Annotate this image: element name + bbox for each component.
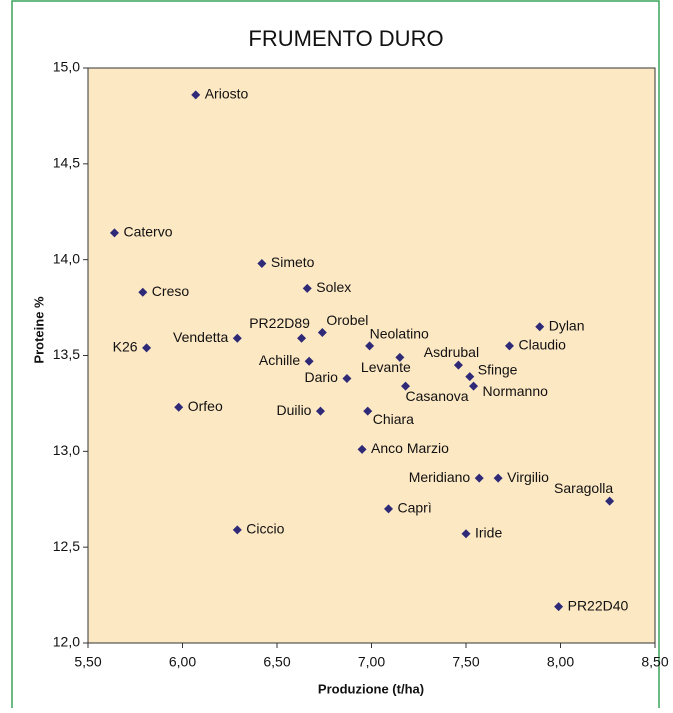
point-label: Anco Marzio xyxy=(371,440,449,456)
point-label: Ciccio xyxy=(246,521,284,537)
y-tick-label: 13,5 xyxy=(53,346,80,362)
x-tick-label: 5,50 xyxy=(74,654,101,670)
point xyxy=(474,473,484,483)
plot-area xyxy=(87,67,656,644)
point xyxy=(315,406,325,416)
chart-title: FRUMENTO DURO xyxy=(248,26,443,51)
point xyxy=(232,525,242,535)
point-label: PR22D40 xyxy=(568,597,629,613)
point-label: Dylan xyxy=(549,317,585,333)
point-label: Iride xyxy=(475,524,502,540)
point xyxy=(109,228,119,238)
point-label: Caprì xyxy=(398,500,432,516)
point-label: Simeto xyxy=(271,254,315,270)
point-label: Ariosto xyxy=(205,86,249,102)
point xyxy=(469,381,479,391)
point xyxy=(395,352,405,362)
y-axis-title: Proteine % xyxy=(31,296,46,364)
point-label: Solex xyxy=(316,279,351,295)
y-tick-label: 12,5 xyxy=(53,538,80,554)
point-label: Meridiano xyxy=(409,469,471,485)
point-label: Orobel xyxy=(326,312,368,328)
x-axis-title: Produzione (t/ha) xyxy=(318,681,424,696)
point xyxy=(461,529,471,539)
point-label: Normanno xyxy=(483,383,549,399)
point xyxy=(302,283,312,293)
point xyxy=(342,374,352,383)
point-label: Dario xyxy=(304,369,338,385)
point-label: Sfinge xyxy=(478,361,518,377)
point xyxy=(465,372,475,382)
point-label: Orfeo xyxy=(188,398,223,414)
point xyxy=(554,602,564,612)
point xyxy=(535,322,545,332)
x-tick-label: 6,50 xyxy=(263,654,290,670)
point xyxy=(384,504,394,514)
x-tick-label: 7,50 xyxy=(452,654,479,670)
point-label: Catervo xyxy=(123,224,172,240)
point-label: Creso xyxy=(152,283,190,299)
y-tick-label: 14,0 xyxy=(53,250,80,266)
y-tick-label: 13,0 xyxy=(53,442,80,458)
point xyxy=(605,496,615,506)
point xyxy=(297,333,307,343)
x-tick-label: 8,50 xyxy=(641,654,668,670)
point xyxy=(453,360,463,370)
point xyxy=(317,328,327,337)
point-label: Saragolla xyxy=(554,480,613,496)
x-tick-label: 6,00 xyxy=(169,654,196,670)
point xyxy=(191,90,201,100)
point-label: Casanova xyxy=(406,388,469,404)
point xyxy=(174,402,184,412)
point xyxy=(357,444,367,454)
point xyxy=(232,333,242,343)
point-label: PR22D89 xyxy=(249,315,310,331)
point xyxy=(142,343,152,353)
point xyxy=(363,406,373,416)
point-label: Duilio xyxy=(276,402,311,418)
point xyxy=(304,356,314,366)
point-label: K26 xyxy=(113,339,138,355)
y-tick-label: 14,5 xyxy=(53,155,80,171)
point-label: Achille xyxy=(259,352,300,368)
point-label: Chiara xyxy=(373,411,414,427)
point xyxy=(138,287,148,297)
point-label: Neolatino xyxy=(370,326,429,342)
x-tick-label: 8,00 xyxy=(547,654,574,670)
point xyxy=(365,341,375,351)
point xyxy=(493,473,503,483)
point-label: Asdrubal xyxy=(424,344,479,360)
point xyxy=(401,381,411,391)
x-tick-label: 7,00 xyxy=(358,654,385,670)
y-tick-label: 15,0 xyxy=(53,59,80,75)
point xyxy=(257,259,267,268)
y-tick-label: 12,0 xyxy=(53,634,80,650)
point-label: Claudio xyxy=(518,337,566,353)
point-label: Virgilio xyxy=(507,469,549,485)
point-label: Vendetta xyxy=(173,329,228,345)
point xyxy=(504,341,514,351)
point-label: Levante xyxy=(361,359,411,375)
